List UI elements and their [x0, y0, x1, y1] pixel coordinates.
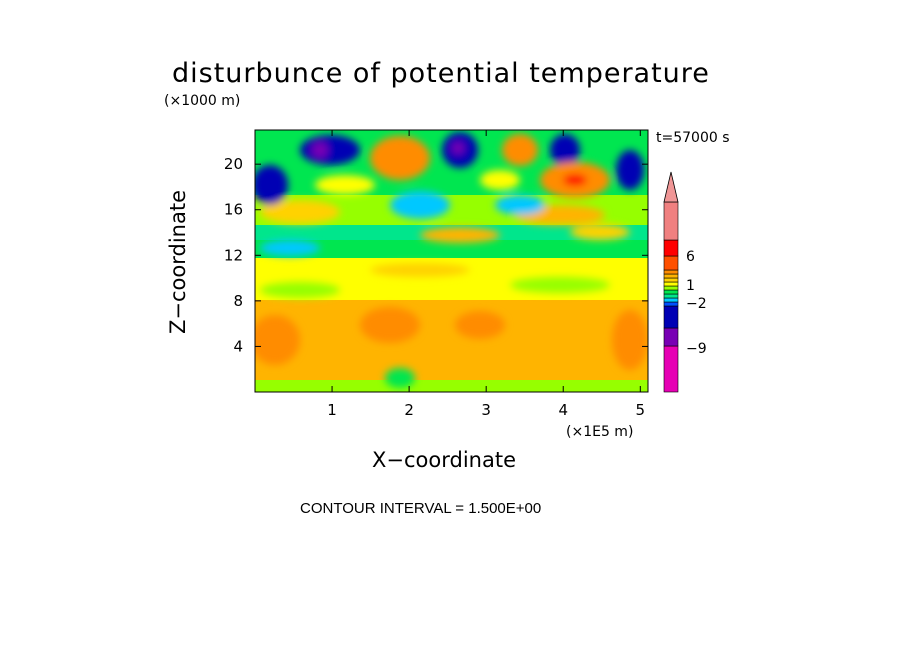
y-unit-label: (×1000 m)	[164, 93, 241, 109]
blob	[260, 282, 340, 298]
blob	[360, 307, 420, 343]
y-ticks: 4 8 12 16 20	[224, 155, 648, 355]
blob	[420, 227, 500, 243]
colorbar-segment	[663, 301, 679, 307]
blob	[370, 136, 430, 180]
time-label: t=57000 s	[656, 130, 730, 146]
x-tick-label: 1	[327, 401, 337, 419]
colorbar-segment	[663, 293, 679, 299]
contour-interval-footer: CONTOUR INTERVAL = 1.500E+00	[300, 500, 542, 517]
plot-frame	[254, 129, 649, 393]
x-tick-label: 4	[558, 401, 568, 419]
colorbar-segment	[663, 297, 679, 303]
blob	[455, 311, 505, 339]
blob	[495, 195, 545, 215]
blob	[480, 170, 520, 190]
y-tick-label: 4	[233, 337, 243, 355]
colorbar-extend-arrow	[663, 171, 679, 203]
band-warm-lower	[255, 300, 648, 380]
blob	[260, 200, 340, 224]
colorbar-segment	[663, 285, 679, 291]
y-tick-label: 16	[224, 201, 243, 219]
blob	[390, 191, 450, 219]
colorbar-segment	[663, 345, 679, 393]
x-unit-label: (×1E5 m)	[566, 424, 634, 440]
blob	[452, 142, 464, 154]
blob	[612, 310, 648, 370]
colorbar-segment	[663, 305, 679, 329]
blob	[312, 142, 328, 158]
colorbar-segment	[663, 255, 679, 271]
field-area	[255, 130, 648, 392]
band-bottom	[255, 380, 648, 392]
y-tick-label: 20	[224, 155, 243, 173]
band-cool	[255, 238, 648, 258]
colorbar-segment	[663, 269, 679, 275]
colorbar-tick-label: −9	[686, 341, 707, 357]
blob	[370, 263, 470, 277]
colorbar: 6 1 −2 −9	[663, 171, 707, 393]
blob	[510, 277, 610, 293]
blob	[260, 240, 320, 256]
x-tick-label: 2	[404, 401, 414, 419]
blob	[570, 224, 630, 240]
colorbar-segment	[663, 201, 679, 241]
colorbar-segment	[663, 281, 679, 287]
y-tick-label: 12	[224, 246, 243, 264]
colorbar-tick-label: −2	[686, 296, 707, 312]
colorbar-segment	[663, 327, 679, 347]
colorbar-segment	[663, 277, 679, 283]
blob	[550, 134, 580, 166]
x-ticks: 1 2 3 4 5	[327, 130, 645, 419]
colorbar-segment	[663, 289, 679, 295]
blob	[502, 134, 538, 166]
colorbar-segment	[663, 273, 679, 279]
blob	[255, 165, 288, 205]
y-tick-label: 8	[233, 292, 243, 310]
blob	[255, 315, 300, 365]
blob	[300, 135, 360, 165]
blob	[616, 150, 644, 190]
x-tick-label: 3	[481, 401, 491, 419]
colorbar-tick-label: 1	[686, 278, 695, 294]
colorbar-tick-label: 6	[686, 249, 695, 265]
blob	[315, 175, 375, 195]
colorbar-segment	[663, 239, 679, 257]
blob	[385, 368, 415, 388]
x-axis-label: X−coordinate	[372, 448, 516, 472]
blob	[563, 174, 587, 186]
x-tick-label: 5	[636, 401, 646, 419]
chart-title: disturbunce of potential temperature	[172, 58, 710, 89]
